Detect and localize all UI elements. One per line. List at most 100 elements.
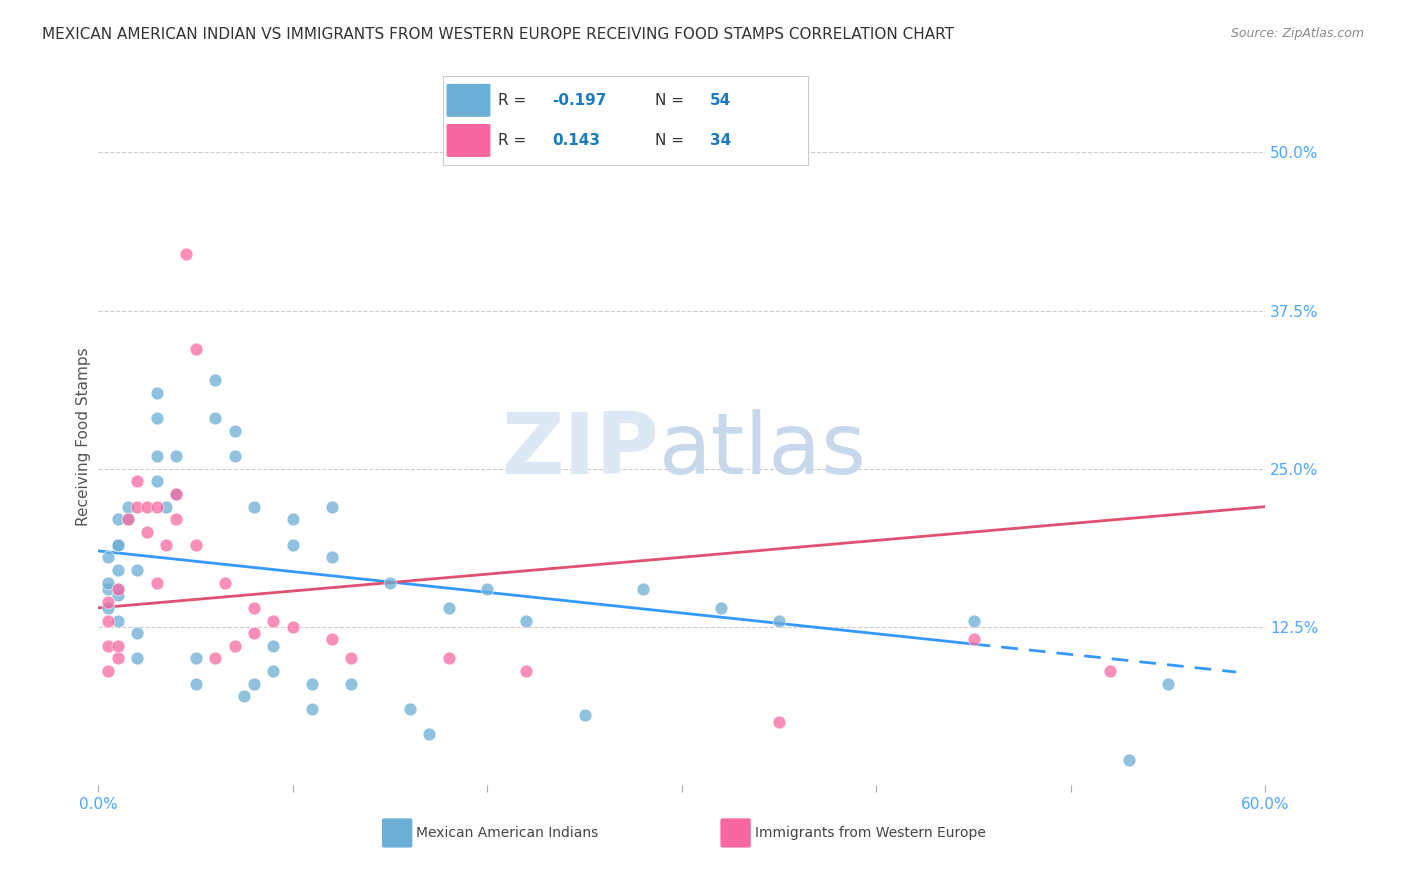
Point <box>165 487 187 501</box>
Point <box>301 677 323 691</box>
Point <box>146 575 169 590</box>
Point <box>224 639 246 653</box>
Text: Immigrants from Western Europe: Immigrants from Western Europe <box>755 826 986 840</box>
Point <box>574 708 596 723</box>
Point <box>380 575 402 590</box>
Text: atlas: atlas <box>658 409 866 492</box>
Text: -0.197: -0.197 <box>553 93 607 108</box>
Point <box>281 620 304 634</box>
Point <box>165 487 187 501</box>
Point <box>214 575 236 590</box>
Point <box>155 538 177 552</box>
Point <box>398 702 420 716</box>
Point <box>1098 664 1121 678</box>
FancyBboxPatch shape <box>447 84 491 117</box>
Point <box>97 575 120 590</box>
Point <box>146 385 169 400</box>
Point <box>962 632 984 647</box>
FancyBboxPatch shape <box>447 124 491 157</box>
Point <box>1118 753 1140 767</box>
Point <box>107 582 129 596</box>
Point <box>1157 677 1180 691</box>
Point <box>107 538 129 552</box>
Y-axis label: Receiving Food Stamps: Receiving Food Stamps <box>76 348 91 526</box>
Point <box>321 500 343 514</box>
Text: Mexican American Indians: Mexican American Indians <box>416 826 598 840</box>
Text: R =: R = <box>498 133 536 148</box>
Point <box>107 639 129 653</box>
Point <box>146 475 169 489</box>
Point <box>243 677 266 691</box>
Point <box>768 714 790 729</box>
Text: Source: ZipAtlas.com: Source: ZipAtlas.com <box>1230 27 1364 40</box>
Point <box>174 246 197 260</box>
Point <box>165 449 187 463</box>
Point <box>515 614 537 628</box>
Point <box>321 550 343 565</box>
Point <box>281 512 304 526</box>
Point <box>262 639 284 653</box>
Text: 34: 34 <box>710 133 731 148</box>
FancyBboxPatch shape <box>382 818 412 847</box>
Point <box>155 500 177 514</box>
Point <box>321 632 343 647</box>
Point <box>117 512 139 526</box>
Point <box>127 626 149 640</box>
Point <box>107 512 129 526</box>
Point <box>97 594 120 608</box>
Text: 54: 54 <box>710 93 731 108</box>
Point <box>281 538 304 552</box>
Point <box>97 600 120 615</box>
Point <box>515 664 537 678</box>
Point <box>165 512 187 526</box>
Point <box>107 538 129 552</box>
Point <box>184 538 207 552</box>
Point <box>127 651 149 665</box>
Point <box>243 626 266 640</box>
Point <box>107 588 129 602</box>
Point <box>962 614 984 628</box>
Point <box>243 600 266 615</box>
Point <box>184 651 207 665</box>
Point <box>184 677 207 691</box>
Point <box>136 500 159 514</box>
Text: MEXICAN AMERICAN INDIAN VS IMMIGRANTS FROM WESTERN EUROPE RECEIVING FOOD STAMPS : MEXICAN AMERICAN INDIAN VS IMMIGRANTS FR… <box>42 27 955 42</box>
Point <box>224 449 246 463</box>
Point <box>710 600 733 615</box>
Point <box>97 639 120 653</box>
Point <box>97 582 120 596</box>
Point <box>243 500 266 514</box>
Point <box>136 524 159 539</box>
Point <box>204 651 226 665</box>
Point <box>340 677 363 691</box>
Point <box>97 664 120 678</box>
Point <box>340 651 363 665</box>
Point <box>204 373 226 387</box>
Point <box>437 651 460 665</box>
FancyBboxPatch shape <box>720 818 751 847</box>
Point <box>146 500 169 514</box>
Text: ZIP: ZIP <box>501 409 658 492</box>
Point <box>262 664 284 678</box>
Point <box>418 727 440 741</box>
Point <box>107 651 129 665</box>
Point <box>224 424 246 438</box>
Point <box>97 614 120 628</box>
Text: N =: N = <box>655 133 689 148</box>
Point <box>233 690 256 704</box>
Point <box>127 475 149 489</box>
Point <box>127 563 149 577</box>
Point <box>437 600 460 615</box>
Point <box>204 411 226 425</box>
Text: R =: R = <box>498 93 531 108</box>
Point <box>117 512 139 526</box>
Point <box>127 500 149 514</box>
Point <box>107 582 129 596</box>
Point <box>97 550 120 565</box>
Point <box>146 411 169 425</box>
Text: N =: N = <box>655 93 689 108</box>
Point <box>477 582 499 596</box>
Point <box>107 614 129 628</box>
Point <box>184 342 207 356</box>
Point <box>631 582 654 596</box>
